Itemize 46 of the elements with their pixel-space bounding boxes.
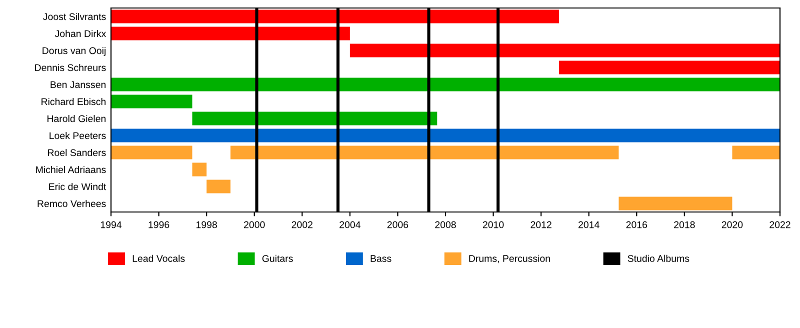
y-tick-label: Remco Verhees bbox=[38, 200, 106, 208]
y-tick-label: Dennis Schreurs bbox=[35, 64, 106, 72]
x-tick-label: 2008 bbox=[435, 221, 456, 228]
y-tick-label: Harold Gielen bbox=[47, 114, 106, 122]
x-tick-label: 2002 bbox=[292, 221, 312, 228]
y-tick-label: Johan Dirkx bbox=[54, 30, 106, 38]
bar bbox=[206, 180, 230, 194]
bar bbox=[111, 78, 780, 92]
bar bbox=[558, 60, 780, 74]
y-tick-label: Richard Ebisch bbox=[42, 98, 106, 106]
x-tick-label: 2000 bbox=[244, 221, 265, 228]
bar bbox=[111, 146, 192, 160]
bar bbox=[732, 146, 780, 160]
x-tick-label: 2020 bbox=[722, 221, 743, 228]
bar bbox=[111, 26, 350, 40]
y-tick-label: Loek Peeters bbox=[50, 132, 106, 140]
y-tick-label: Ben Janssen bbox=[50, 81, 106, 88]
bar bbox=[111, 10, 559, 24]
x-tick-label: 1998 bbox=[196, 221, 217, 228]
y-tick-label: Michiel Adriaans bbox=[36, 166, 106, 174]
bar bbox=[350, 44, 780, 58]
x-tick-label: 2004 bbox=[340, 221, 360, 228]
legend-label: Drums, Percussion bbox=[469, 254, 550, 264]
y-tick-label: Dorus van Ooij bbox=[42, 46, 106, 56]
x-tick-label: 2012 bbox=[530, 221, 552, 228]
y-tick-label: Roel Sanders bbox=[48, 148, 106, 156]
x-tick-label: 1994 bbox=[100, 221, 122, 228]
legend-label: Lead Vocals bbox=[132, 254, 185, 262]
bar bbox=[618, 196, 732, 210]
x-tick-label: 2018 bbox=[674, 221, 695, 228]
x-tick-label: 2014 bbox=[578, 221, 600, 228]
bar bbox=[192, 162, 207, 176]
bar bbox=[111, 94, 192, 108]
y-tick-label: Eric de Windt bbox=[49, 182, 106, 190]
y-tick-label: Joost Silvrants bbox=[43, 12, 106, 20]
x-tick-label: 2010 bbox=[482, 221, 504, 228]
legend-label: Studio Albums bbox=[628, 254, 690, 262]
bar bbox=[111, 128, 780, 142]
x-tick-label: 1996 bbox=[148, 221, 170, 228]
legend-label: Bass bbox=[370, 255, 392, 262]
legend-label: Guitars bbox=[262, 254, 293, 262]
x-tick-label: 2006 bbox=[387, 221, 408, 228]
x-tick-label: 2022 bbox=[770, 221, 790, 228]
bar bbox=[192, 112, 438, 126]
x-tick-label: 2016 bbox=[626, 221, 648, 228]
bar bbox=[230, 146, 619, 160]
